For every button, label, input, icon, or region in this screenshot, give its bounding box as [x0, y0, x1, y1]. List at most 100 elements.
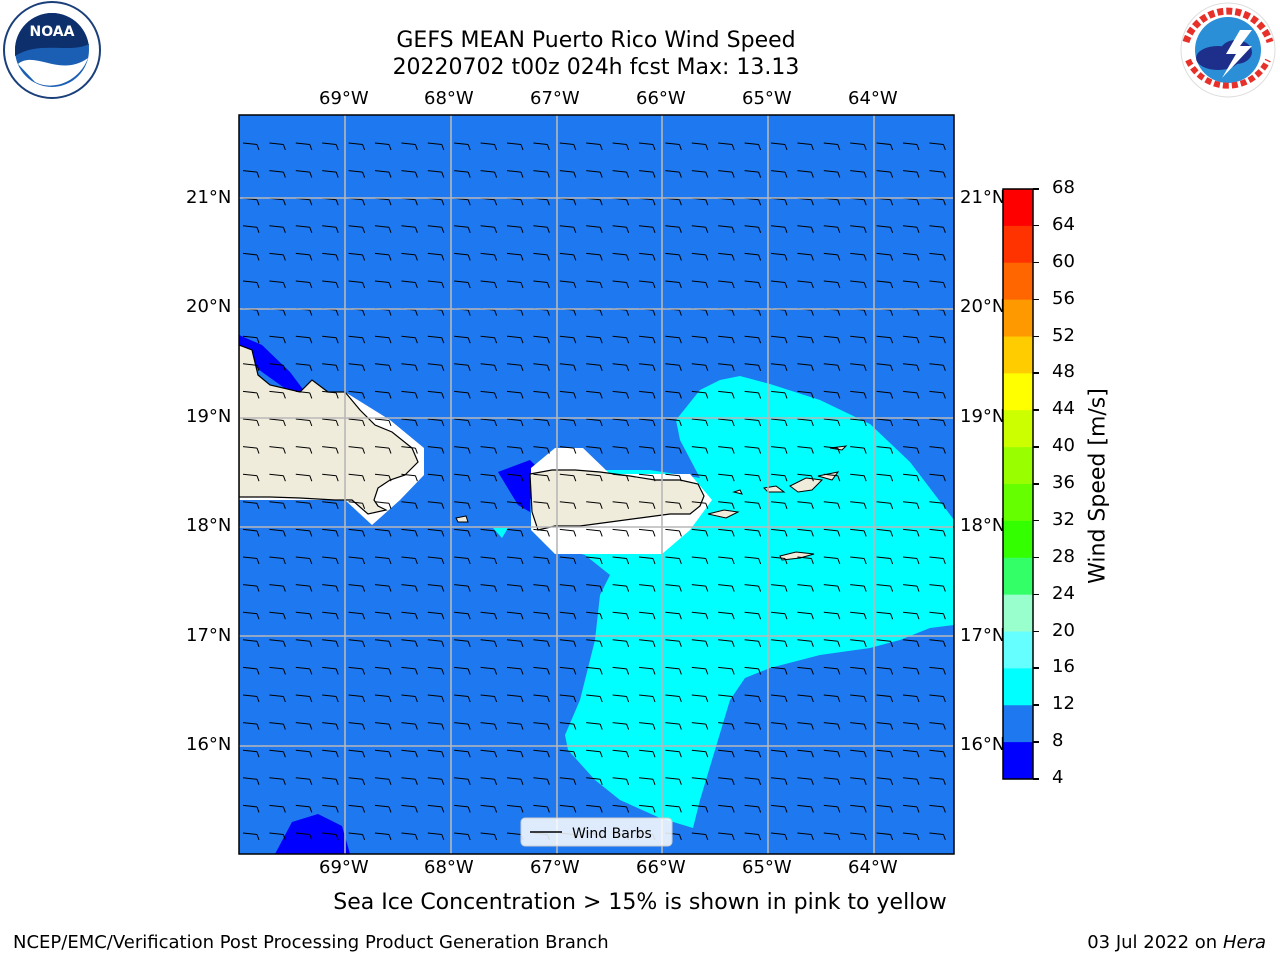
wind-barb	[718, 556, 735, 565]
wind-barb	[612, 639, 630, 647]
wind-barb	[480, 804, 498, 813]
wind-barb	[454, 584, 471, 592]
wind-barb	[242, 584, 260, 592]
wind-barb	[718, 473, 735, 482]
wind-barb	[691, 446, 709, 454]
wind-barb	[586, 584, 603, 592]
wind-barb	[850, 722, 867, 730]
wind-barb	[480, 446, 498, 454]
wind-barb	[506, 777, 524, 785]
wind-barb	[691, 832, 709, 841]
wind-barb	[295, 777, 313, 785]
wind-barb	[242, 335, 260, 344]
wind-barb	[902, 584, 920, 592]
wind-barb	[665, 804, 682, 813]
wind-barb	[612, 722, 630, 730]
wind-barb	[638, 142, 656, 151]
wind-barb	[427, 611, 445, 620]
wind-barb	[401, 749, 418, 758]
wind-barb	[506, 501, 524, 509]
wind-barb	[427, 556, 445, 565]
wind-barb	[586, 666, 603, 675]
map-frame	[238, 114, 955, 855]
wind-barb	[401, 584, 418, 592]
wind-barb	[559, 749, 577, 758]
colorbar-tick-mark	[1033, 446, 1039, 448]
wind-barb	[691, 170, 709, 178]
colorbar-tick-label: 20	[1052, 619, 1075, 641]
wind-barb	[691, 666, 709, 675]
chart-subtitle: 20220702 t00z 024h fcst Max: 13.13	[392, 55, 800, 80]
wind-barb	[295, 390, 313, 399]
wind-barb	[269, 225, 286, 233]
wind-barb	[427, 749, 445, 758]
wind-barb	[269, 749, 286, 758]
svg-text:NOAA: NOAA	[30, 24, 75, 40]
wind-barb	[823, 556, 841, 565]
wind-barb	[929, 142, 946, 151]
wind-barb	[242, 418, 260, 427]
wind-barb	[797, 473, 814, 482]
wind-barb	[612, 804, 630, 813]
wind-barb	[691, 390, 709, 399]
wind-barb	[929, 694, 946, 703]
wind-barb	[638, 804, 656, 813]
wind-barb	[242, 363, 260, 371]
wind-barb	[322, 832, 339, 841]
wind-barb	[559, 694, 577, 703]
wind-barb	[823, 722, 841, 730]
wind-barb	[902, 556, 920, 565]
wind-barb	[533, 749, 550, 758]
wind-barb	[823, 142, 841, 151]
wind-barb	[850, 280, 867, 289]
wind-barb	[269, 528, 286, 537]
wind-barb	[374, 666, 392, 675]
wind-barb	[823, 639, 841, 647]
wind-barb	[586, 749, 603, 758]
wind-barb	[427, 446, 445, 454]
wind-barb	[770, 170, 788, 178]
wind-barb	[480, 722, 498, 730]
wind-barb	[322, 804, 339, 813]
wind-barb	[612, 280, 630, 289]
wind-barb	[612, 252, 630, 261]
footer-date: 03 Jul 2022 on Hera	[1087, 932, 1266, 953]
wind-barb	[533, 390, 550, 399]
wind-barb	[770, 252, 788, 261]
wind-barb	[348, 832, 366, 841]
wind-barb	[427, 639, 445, 647]
wind-barb	[876, 666, 894, 675]
wind-barb	[718, 722, 735, 730]
wind-barb	[242, 501, 260, 509]
wind-barb	[322, 749, 339, 758]
wind-barb	[744, 666, 762, 675]
wind-barb	[638, 501, 656, 509]
wind-barb	[348, 280, 366, 289]
wind-barb	[691, 611, 709, 620]
wind-barb	[718, 804, 735, 813]
wind-barb	[902, 694, 920, 703]
wind-barb	[770, 611, 788, 620]
wind-barb	[374, 252, 392, 261]
wind-barb	[401, 390, 418, 399]
wind-barb	[533, 252, 550, 261]
wind-barb	[718, 252, 735, 261]
wind-barb	[744, 335, 762, 344]
land-hispaniola	[239, 344, 419, 515]
wind-barb	[929, 390, 946, 399]
wind-barb	[374, 584, 392, 592]
wind-barb	[454, 722, 471, 730]
lon-label-top: 66°W	[636, 88, 686, 109]
wind-barb	[770, 666, 788, 675]
wind-barb	[295, 501, 313, 509]
wind-barb	[559, 777, 577, 785]
wind-barb	[797, 225, 814, 233]
wind-barb	[506, 611, 524, 620]
wind-barb	[770, 225, 788, 233]
wind-barb	[823, 694, 841, 703]
wind-barb	[797, 142, 814, 151]
wind-barb	[797, 832, 814, 841]
wind-barb	[797, 639, 814, 647]
wind-barb	[850, 639, 867, 647]
wind-barb	[586, 280, 603, 289]
